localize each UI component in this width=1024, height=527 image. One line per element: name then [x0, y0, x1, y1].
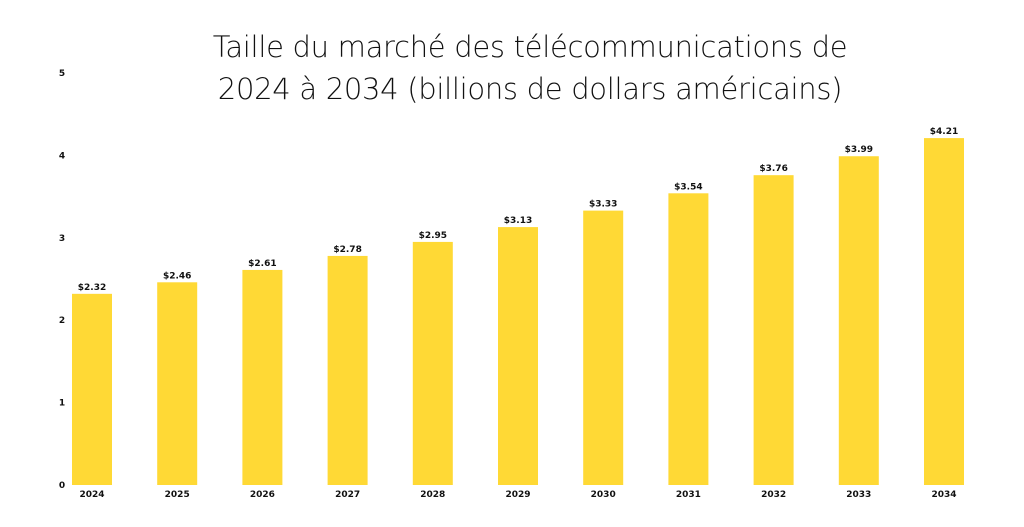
x-tick-label: 2034: [931, 490, 956, 500]
y-tick-label: 3: [59, 234, 65, 244]
y-tick-label: 4: [59, 151, 65, 161]
data-label: $2.32: [78, 283, 106, 293]
bar-2026: [242, 269, 283, 485]
chart-title-line-1: Taille du marché des télécommunications …: [212, 30, 848, 64]
x-tick-label: 2032: [761, 490, 786, 500]
bars: [72, 138, 964, 485]
y-tick-label: 2: [59, 316, 65, 326]
x-tick-label: 2029: [505, 490, 530, 500]
data-label: $4.21: [930, 127, 958, 137]
y-axis: 0 1 2 3 4 5: [59, 69, 65, 491]
data-labels: $2.32 $2.46 $2.61 $2.78 $2.95 $3.13 $3.33 $3.54…: [78, 127, 958, 293]
data-label: $2.61: [248, 259, 276, 269]
data-label: $2.95: [419, 231, 447, 241]
x-tick-label: 2028: [420, 490, 445, 500]
data-label: $3.76: [759, 164, 787, 174]
x-tick-label: 2025: [165, 490, 190, 500]
bar-2032: [753, 175, 794, 485]
bar-2024: [72, 293, 112, 485]
y-tick-label: 1: [59, 399, 65, 409]
x-tick-label: 2033: [846, 490, 871, 500]
y-tick-label: 0: [59, 481, 65, 491]
data-label: $2.78: [333, 245, 361, 255]
y-tick-label: 5: [59, 69, 65, 79]
x-tick-label: 2027: [335, 490, 360, 500]
chart-title-line-2: 2024 à 2034 (billions de dollars américa…: [217, 72, 843, 106]
x-tick-label: 2026: [250, 490, 275, 500]
data-label: $3.33: [589, 200, 617, 210]
x-tick-label: 2024: [79, 490, 104, 500]
bar-2033: [838, 156, 879, 485]
bar-2034: [924, 138, 964, 485]
bar-2025: [157, 282, 198, 485]
data-label: $3.99: [845, 145, 873, 155]
bar-2027: [327, 255, 368, 485]
bar-2029: [498, 227, 538, 485]
x-tick-label: 2031: [676, 490, 701, 500]
data-label: $2.46: [163, 271, 191, 281]
x-axis: 2024 2025 2026 2027 2028 2029 2030 2031 2032 2033…: [79, 490, 956, 500]
chart-title: Taille du marché des télécommunications …: [120, 26, 940, 110]
data-label: $3.54: [674, 182, 702, 192]
bar-2028: [412, 241, 453, 485]
bar-2030: [583, 210, 624, 485]
data-label: $3.13: [504, 216, 532, 226]
bar-2031: [668, 193, 709, 485]
x-tick-label: 2030: [591, 490, 616, 500]
